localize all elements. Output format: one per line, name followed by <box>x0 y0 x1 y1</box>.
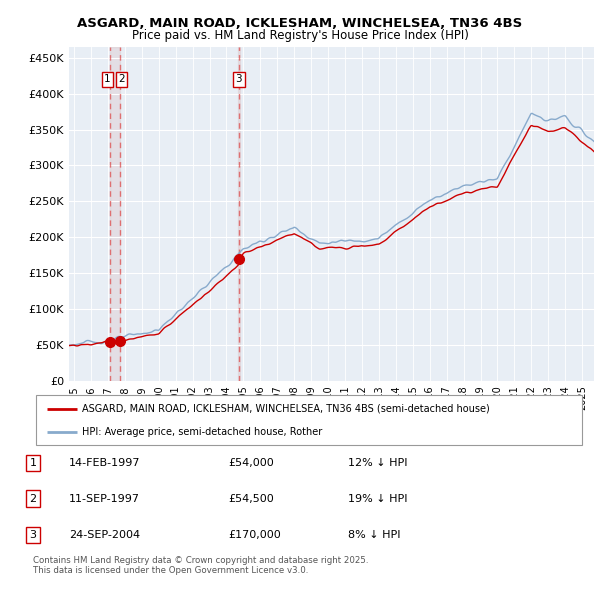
Text: 8% ↓ HPI: 8% ↓ HPI <box>348 530 401 540</box>
Bar <box>238 47 240 381</box>
Text: 14-FEB-1997: 14-FEB-1997 <box>69 458 140 468</box>
Text: ASGARD, MAIN ROAD, ICKLESHAM, WINCHELSEA, TN36 4BS (semi-detached house): ASGARD, MAIN ROAD, ICKLESHAM, WINCHELSEA… <box>82 404 490 414</box>
Text: £54,000: £54,000 <box>228 458 274 468</box>
Text: £54,500: £54,500 <box>228 494 274 503</box>
Text: 3: 3 <box>29 530 37 540</box>
Text: 12% ↓ HPI: 12% ↓ HPI <box>348 458 407 468</box>
Text: 24-SEP-2004: 24-SEP-2004 <box>69 530 140 540</box>
Text: ASGARD, MAIN ROAD, ICKLESHAM, WINCHELSEA, TN36 4BS: ASGARD, MAIN ROAD, ICKLESHAM, WINCHELSEA… <box>77 17 523 30</box>
Text: 3: 3 <box>236 74 242 84</box>
Bar <box>110 47 120 381</box>
Text: £170,000: £170,000 <box>228 530 281 540</box>
FancyBboxPatch shape <box>36 395 582 445</box>
Text: 19% ↓ HPI: 19% ↓ HPI <box>348 494 407 503</box>
Text: Contains HM Land Registry data © Crown copyright and database right 2025.
This d: Contains HM Land Registry data © Crown c… <box>33 556 368 575</box>
Text: 11-SEP-1997: 11-SEP-1997 <box>69 494 140 503</box>
Text: 1: 1 <box>29 458 37 468</box>
Text: 2: 2 <box>118 74 125 84</box>
Text: 2: 2 <box>29 494 37 503</box>
Text: 1: 1 <box>104 74 111 84</box>
Text: Price paid vs. HM Land Registry's House Price Index (HPI): Price paid vs. HM Land Registry's House … <box>131 29 469 42</box>
Text: HPI: Average price, semi-detached house, Rother: HPI: Average price, semi-detached house,… <box>82 427 323 437</box>
